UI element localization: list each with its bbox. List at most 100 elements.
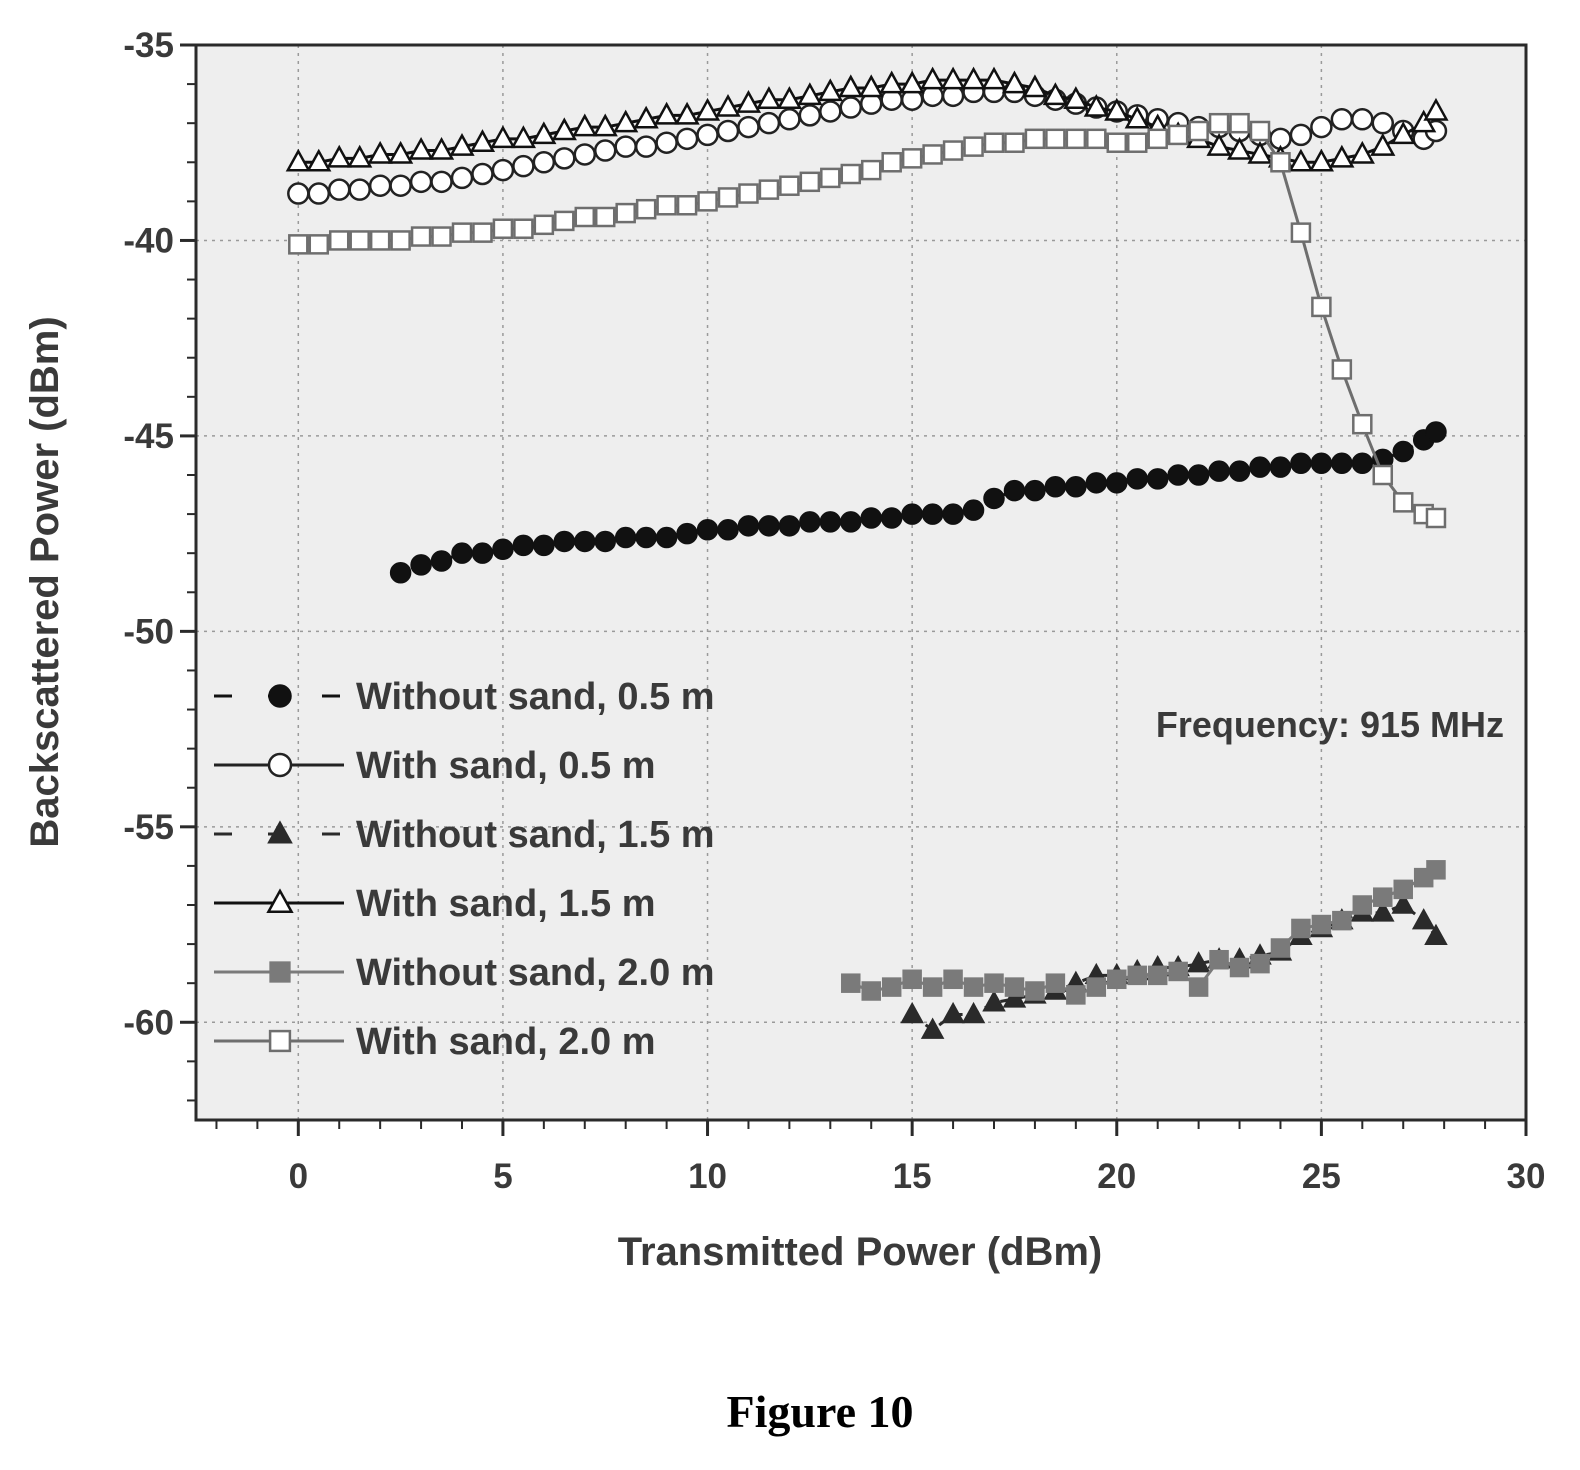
data-point [1247,140,1273,164]
data-point [1066,985,1086,1005]
data-point [1411,109,1437,133]
data-point [1371,111,1395,135]
data-point [1411,908,1436,930]
data-point [533,214,555,236]
data-point [592,113,618,137]
data-point [532,151,556,174]
data-point [696,518,719,541]
data-point [1188,120,1209,142]
data-point [1004,132,1025,153]
data-point [717,187,739,208]
data-point [1249,456,1271,478]
data-point [1249,120,1271,142]
series-line [911,903,1438,1032]
legend-marker [269,961,291,983]
data-point [1208,112,1230,134]
data-point [1085,472,1108,494]
data-point [389,561,412,584]
figure-caption: Figure 10 [727,1386,914,1437]
data-point [901,148,923,169]
data-point [389,174,412,197]
y-tick-label: -40 [123,221,174,260]
data-point [963,136,984,157]
data-point [776,86,803,109]
legend-entry: With sand, 1.5 m [214,883,656,925]
data-point [1186,951,1211,973]
data-point [347,144,373,168]
data-point [285,148,311,172]
data-point [1167,124,1189,146]
data-point [674,101,700,125]
data-point [1393,879,1413,900]
data-point [594,530,616,553]
data-point [1332,910,1352,931]
data-point [408,136,434,160]
legend-marker [268,684,292,708]
data-point [531,121,557,145]
data-point [1290,452,1312,475]
data-point [1425,421,1447,443]
data-point [1106,132,1128,153]
data-point [758,179,780,200]
data-point [431,226,452,247]
data-point [962,499,985,521]
data-point [410,554,432,576]
data-point [817,78,843,102]
legend-label: Without sand, 2.0 m [356,952,715,994]
data-point [1250,953,1270,974]
data-point [1392,492,1414,513]
data-point [633,105,659,129]
legend-label: With sand, 1.5 m [356,883,656,925]
series-4 [285,66,1449,172]
data-point [1045,128,1066,150]
x-tick-label: 0 [289,1157,308,1196]
data-point [840,163,862,185]
data-point [1331,359,1353,380]
data-point [715,93,741,117]
data-point [1086,977,1107,997]
series-5 [841,860,1446,1005]
data-point [553,530,576,553]
legend-entry: Without sand, 2.0 m [214,952,715,994]
data-point [574,206,596,228]
data-point [308,234,330,255]
data-point [858,74,884,98]
legend-label: With sand, 2.0 m [356,1021,656,1063]
data-point [471,542,494,564]
data-point [921,503,944,525]
data-point [326,144,352,168]
data-point [410,226,432,247]
legend-entry: Without sand, 0.5 m [214,676,715,718]
data-point [1206,133,1232,156]
data-point [553,147,576,170]
data-point [981,66,1007,90]
data-point [1042,82,1069,106]
data-point [840,511,862,533]
x-tick-label: 10 [688,1157,727,1196]
data-point [428,136,455,160]
data-point [984,973,1004,993]
data-point [757,111,781,135]
data-point [510,125,537,149]
data-point [1063,86,1089,109]
data-point [1370,133,1396,156]
data-point [533,534,555,557]
legend-marker [268,1029,292,1053]
data-point [491,158,515,182]
data-point [573,143,597,166]
data-point [1065,128,1087,150]
data-point [756,86,782,109]
data-point [653,101,680,125]
data-point [409,170,433,194]
data-point [1308,148,1335,172]
y-axis-title: Backscattered Power (dBm) [23,316,67,847]
data-point [1372,464,1394,486]
data-point [983,132,1005,153]
data-point [1330,108,1354,131]
data-point [942,503,964,525]
data-point [735,90,762,113]
data-point [451,222,473,243]
data-point [1167,464,1189,486]
data-point [1126,132,1148,153]
data-point [1003,479,1026,502]
